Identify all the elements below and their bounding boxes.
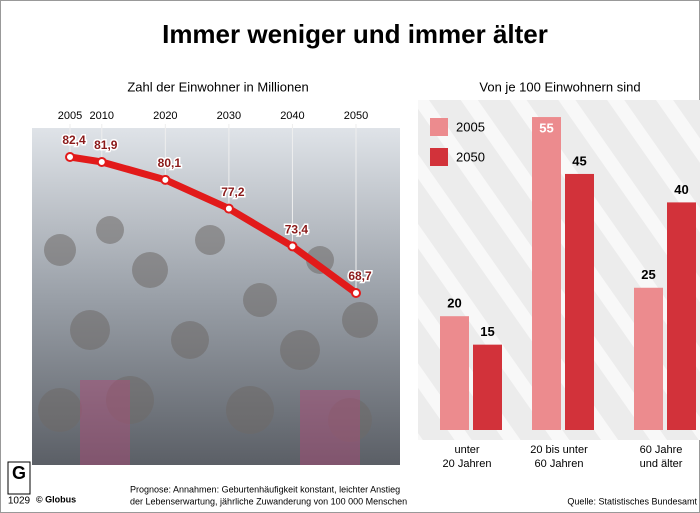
value-label: 80,1	[158, 156, 182, 170]
value-label: 20	[447, 296, 461, 311]
x-tick-label: 60 Jahren	[535, 458, 584, 470]
logo-number: 1029	[8, 496, 31, 507]
point	[288, 242, 296, 250]
value-label: 68,7	[348, 269, 372, 283]
x-tick-label: 2050	[344, 110, 368, 122]
logo: G	[8, 462, 30, 494]
value-label: 25	[641, 267, 655, 282]
value-label: 55	[539, 120, 553, 135]
point	[98, 158, 106, 166]
bar	[532, 117, 561, 430]
x-tick-label: 60 Jahre	[640, 444, 683, 456]
point	[161, 176, 169, 184]
footnote: der Lebenserwartung, jährliche Zuwanderu…	[130, 496, 407, 506]
svg-text:G: G	[12, 463, 26, 483]
x-tick-label: 20 bis unter	[530, 444, 588, 456]
bar-subtitle: Von je 100 Einwohnern sind	[479, 79, 640, 94]
legend-label: 2005	[456, 119, 485, 134]
point	[352, 289, 360, 297]
point	[225, 205, 233, 213]
x-tick-label: 2005	[58, 110, 82, 122]
legend-swatch	[430, 148, 448, 166]
x-tick-label: und älter	[640, 458, 683, 470]
x-tick-label: 2020	[153, 110, 177, 122]
bar	[565, 174, 594, 430]
bar	[440, 316, 469, 430]
infographic: Immer weniger und immer älter Zahl der E…	[0, 0, 700, 513]
value-label: 82,4	[62, 133, 86, 147]
value-label: 40	[674, 182, 688, 197]
point	[66, 153, 74, 161]
line-subtitle: Zahl der Einwohner in Millionen	[127, 79, 308, 94]
value-label: 15	[480, 324, 494, 339]
x-tick-label: 20 Jahren	[443, 458, 492, 470]
legend-label: 2050	[456, 149, 485, 164]
x-tick-label: 2010	[90, 110, 114, 122]
value-label: 73,4	[285, 223, 309, 237]
x-tick-label: 2030	[217, 110, 241, 122]
x-tick-label: 2040	[280, 110, 304, 122]
photo	[32, 128, 400, 465]
page-title: Immer weniger und immer älter	[162, 19, 548, 49]
source: Quelle: Statistisches Bundesamt	[567, 496, 697, 506]
value-label: 77,2	[221, 185, 245, 199]
footnote: Prognose: Annahmen: Geburtenhäufigkeit k…	[130, 484, 400, 494]
copyright: © Globus	[36, 494, 76, 504]
bar	[473, 345, 502, 430]
legend-swatch	[430, 118, 448, 136]
value-label: 81,9	[94, 138, 118, 152]
bar	[667, 202, 696, 430]
value-label: 45	[572, 153, 586, 168]
bar	[634, 288, 663, 430]
x-tick-label: unter	[454, 444, 479, 456]
